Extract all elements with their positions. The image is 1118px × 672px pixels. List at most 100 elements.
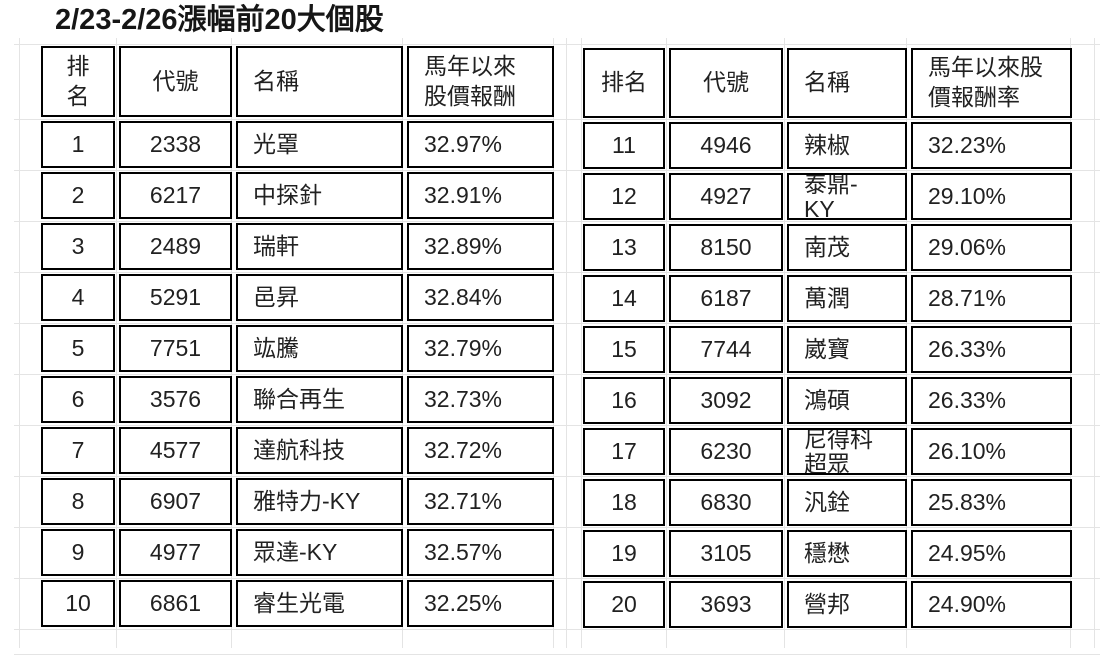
- stocks-table-ranks-11-20: 排名 代號 名稱 馬年以來股 價報酬率 11 4946 辣椒 32.23% 12 4927 泰鼎- …: [583, 48, 1072, 628]
- name-cell: 雅特力-KY: [236, 478, 403, 525]
- code-cell: 6830: [669, 479, 783, 526]
- return-cell: 26.33%: [911, 326, 1072, 373]
- gridline-vertical: [116, 38, 117, 648]
- rank-cell: 14: [583, 275, 665, 322]
- gridline-vertical: [1094, 38, 1095, 648]
- rank-header: 排名: [583, 48, 665, 118]
- name-cell: 竑騰: [236, 325, 403, 372]
- gridline-horizontal: [14, 527, 1100, 528]
- gridline-vertical: [566, 38, 567, 648]
- return-cell: 29.10%: [911, 173, 1072, 220]
- code-cell: 3092: [669, 377, 783, 424]
- gridline-vertical: [666, 38, 667, 648]
- name-cell: 營邦: [787, 581, 907, 628]
- name-cell: 中探針: [236, 172, 403, 219]
- gridline-horizontal: [14, 654, 1100, 655]
- return-cell: 26.33%: [911, 377, 1072, 424]
- name-cell: 眾達-KY: [236, 529, 403, 576]
- rank-cell: 10: [41, 580, 115, 627]
- gridline-horizontal: [14, 578, 1100, 579]
- rank-cell: 2: [41, 172, 115, 219]
- name-cell: 鴻碩: [787, 377, 907, 424]
- gridline-horizontal: [14, 323, 1100, 324]
- name-cell: 穩懋: [787, 530, 907, 577]
- name-cell: 達航科技: [236, 427, 403, 474]
- return-cell: 26.10%: [911, 428, 1072, 475]
- code-cell: 5291: [119, 274, 232, 321]
- rank-header: 排 名: [41, 46, 115, 117]
- rank-cell: 20: [583, 581, 665, 628]
- code-cell: 8150: [669, 224, 783, 271]
- return-cell: 28.71%: [911, 275, 1072, 322]
- rank-cell: 7: [41, 427, 115, 474]
- code-cell: 6230: [669, 428, 783, 475]
- gridline-horizontal: [14, 476, 1100, 477]
- name-cell: 辣椒: [787, 122, 907, 169]
- name-cell: 聯合再生: [236, 376, 403, 423]
- gridline-horizontal: [14, 170, 1100, 171]
- name-cell: 南茂: [787, 224, 907, 271]
- gridline-vertical: [19, 38, 20, 648]
- code-cell: 6861: [119, 580, 232, 627]
- rank-cell: 13: [583, 224, 665, 271]
- name-cell: 萬潤: [787, 275, 907, 322]
- return-cell: 32.73%: [407, 376, 554, 423]
- code-cell: 3693: [669, 581, 783, 628]
- code-cell: 7751: [119, 325, 232, 372]
- return-cell: 32.57%: [407, 529, 554, 576]
- name-cell: 睿生光電: [236, 580, 403, 627]
- return-header: 馬年以來股 價報酬率: [911, 48, 1072, 118]
- name-header: 名稱: [236, 46, 403, 117]
- code-cell: 4977: [119, 529, 232, 576]
- code-header: 代號: [669, 48, 783, 118]
- stocks-table-ranks-1-10: 排 名代號 名稱 馬年以來 股價報酬 1 2338 光罩 32.97% 2 6217 中探針 32.…: [41, 46, 554, 627]
- name-cell: 汎銓: [787, 479, 907, 526]
- return-cell: 29.06%: [911, 224, 1072, 271]
- rank-cell: 16: [583, 377, 665, 424]
- return-cell: 32.91%: [407, 172, 554, 219]
- rank-cell: 5: [41, 325, 115, 372]
- name-cell: 崴寶: [787, 326, 907, 373]
- gridline-vertical: [784, 38, 785, 648]
- rank-cell: 9: [41, 529, 115, 576]
- gridline-horizontal: [14, 374, 1100, 375]
- rank-cell: 3: [41, 223, 115, 270]
- return-cell: 32.25%: [407, 580, 554, 627]
- return-cell: 24.90%: [911, 581, 1072, 628]
- gridline-vertical: [581, 38, 582, 648]
- gridline-horizontal: [14, 425, 1100, 426]
- name-header: 名稱: [787, 48, 907, 118]
- return-cell: 25.83%: [911, 479, 1072, 526]
- code-cell: 3105: [669, 530, 783, 577]
- rank-cell: 12: [583, 173, 665, 220]
- code-cell: 4946: [669, 122, 783, 169]
- gridline-horizontal: [14, 629, 1100, 630]
- return-cell: 32.71%: [407, 478, 554, 525]
- gridline-horizontal: [14, 272, 1100, 273]
- code-cell: 7744: [669, 326, 783, 373]
- name-cell: 尼得科 超眾: [787, 428, 907, 475]
- gridline-horizontal: [14, 119, 1100, 120]
- code-cell: 6187: [669, 275, 783, 322]
- rank-cell: 18: [583, 479, 665, 526]
- gridline-horizontal: [14, 221, 1100, 222]
- gridline-horizontal: [14, 44, 1100, 45]
- return-cell: 32.79%: [407, 325, 554, 372]
- code-cell: 3576: [119, 376, 232, 423]
- code-cell: 4927: [669, 173, 783, 220]
- rank-cell: 11: [583, 122, 665, 169]
- return-cell: 32.89%: [407, 223, 554, 270]
- return-cell: 32.23%: [911, 122, 1072, 169]
- rank-cell: 19: [583, 530, 665, 577]
- rank-cell: 15: [583, 326, 665, 373]
- rank-cell: 6: [41, 376, 115, 423]
- name-cell: 瑞軒: [236, 223, 403, 270]
- return-cell: 32.72%: [407, 427, 554, 474]
- code-header: 代號: [119, 46, 232, 117]
- return-cell: 32.97%: [407, 121, 554, 168]
- rank-cell: 1: [41, 121, 115, 168]
- code-cell: 2489: [119, 223, 232, 270]
- rank-cell: 4: [41, 274, 115, 321]
- code-cell: 6907: [119, 478, 232, 525]
- code-cell: 2338: [119, 121, 232, 168]
